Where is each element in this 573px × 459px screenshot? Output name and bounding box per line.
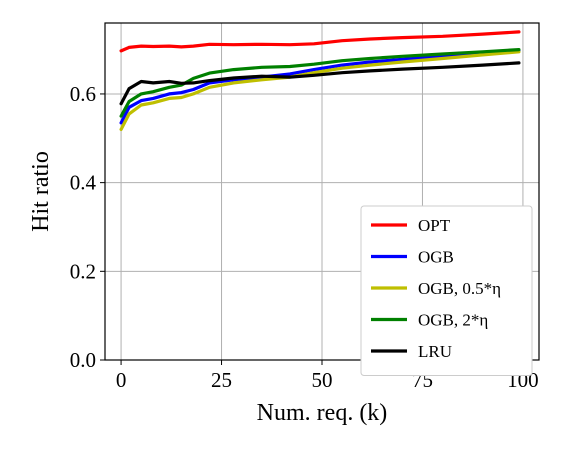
legend-label: OGB, 0.5*η (418, 279, 501, 298)
y-tick-label: 0.2 (70, 259, 96, 283)
legend-label: OGB (418, 248, 454, 267)
series-line (119, 50, 521, 131)
legend-box (360, 205, 533, 376)
series-line (119, 61, 521, 106)
x-tick-label: 50 (312, 368, 333, 392)
series-line (119, 47, 521, 118)
y-tick-label: 0.0 (70, 348, 96, 372)
legend-label: LRU (418, 342, 452, 361)
legend-label: OGB, 2*η (418, 311, 488, 330)
legend-label: OPT (418, 216, 451, 235)
y-tick-label: 0.6 (70, 82, 96, 106)
y-tick-label: 0.4 (70, 171, 97, 195)
x-axis-label: Num. req. (k) (257, 400, 388, 426)
series-lines (119, 30, 521, 131)
x-tick-label: 25 (211, 368, 232, 392)
series-line (119, 30, 521, 53)
x-tick-label: 0 (116, 368, 127, 392)
y-axis-label: Hit ratio (28, 151, 54, 232)
legend: OPT OGB OGB, 0.5*η OGB, 2*η LRU (360, 205, 533, 376)
